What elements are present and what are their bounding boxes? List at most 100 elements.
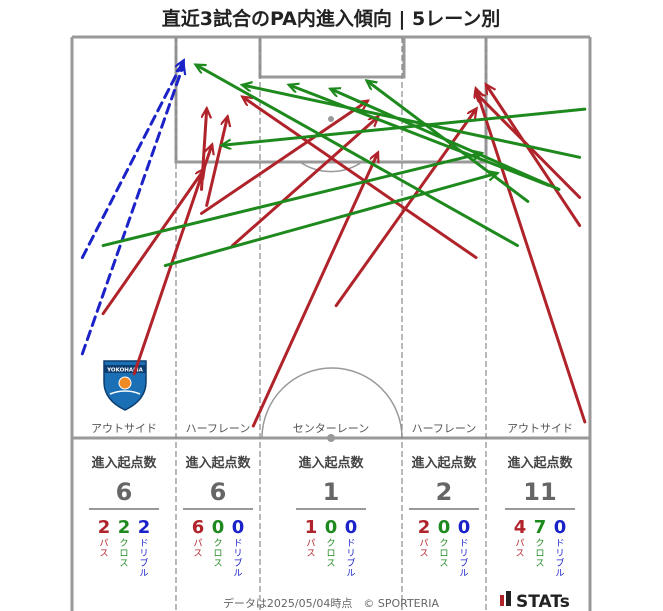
pass-arrow-6 [205,117,228,207]
stat-header-2: 進入起点数 [185,455,251,471]
stat-dribble-label-4-2: リ [459,549,468,559]
stat-dribble-label-4-4: ル [459,569,468,579]
lane-label-2: ハーフレーン [186,422,251,435]
stat-cross-label-1-3: ス [119,559,128,569]
stat-dribble-label-4-3: ブ [459,557,468,569]
stat-cross-label-5-2: ロ [535,549,544,559]
stat-total-2: 6 [210,478,227,506]
stat-dribble-label-1-1: ド [139,539,148,549]
stat-dribble-label-4-1: ド [459,539,468,549]
stat-dribble-label-1-2: リ [139,549,148,559]
stat-cross-label-2-3: ス [213,559,222,569]
pass-arrow-13 [486,85,582,227]
stat-pass-count-5: 4 [514,517,527,538]
stat-cross-label-4-2: ロ [439,549,448,559]
stat-header-4: 進入起点数 [411,455,477,471]
stat-dribble-label-5-2: リ [555,549,564,559]
stat-dribble-label-5-1: ド [555,539,564,549]
stat-header-3: 進入起点数 [298,455,364,471]
pass-arrow-10 [334,109,476,308]
brand-mark-dark [506,591,511,606]
stat-cross-count-3: 0 [325,517,338,538]
stat-dribble-label-3-1: ド [346,539,355,549]
stat-cross-label-3-1: ク [326,538,335,549]
crest-text: YOKOHAMA [106,368,143,374]
stat-dribble-label-2-3: ブ [233,557,242,569]
goal-area [258,35,406,79]
stat-dribble-label-2-2: リ [233,549,242,559]
stat-pass-label-5-2: ス [515,549,524,559]
stat-dribble-count-1: 2 [138,517,151,538]
stat-dribble-count-4: 0 [458,517,471,538]
stat-pass-label-2-1: パ [193,538,202,549]
cross-arrow-19 [243,85,582,159]
stat-dribble-label-3-2: リ [346,549,355,559]
stat-cross-label-3-3: ス [326,559,335,569]
stat-pass-count-4: 2 [418,517,431,538]
stat-dribble-label-3-4: ル [346,569,355,579]
cross-arrow-17 [196,65,519,248]
footer-note: データは2025/05/04時点 © SPORTERIA [223,596,440,610]
dribble-arrow-2 [80,65,183,356]
stat-pass-label-4-2: ス [419,549,428,559]
lane-label-1: アウトサイド [91,422,157,435]
pass-arrow-3 [132,145,212,376]
arrow-layer [80,61,587,428]
lane-dividers [175,37,487,611]
penalty-arc [299,161,363,173]
pass-arrow-7 [200,101,368,215]
pass-arrow-9 [251,153,377,428]
stat-total-4: 2 [436,478,453,506]
stat-dribble-label-3-3: ブ [346,557,355,569]
stat-dribble-count-3: 0 [345,517,358,538]
stat-cross-count-2: 0 [212,517,225,538]
stat-dribble-label-2-4: ル [233,569,242,579]
stat-pass-label-5-1: パ [515,538,524,549]
stat-cross-count-5: 7 [534,517,547,538]
brand-text: STATs [516,592,570,611]
center-spot [327,434,335,442]
stat-total-5: 11 [523,478,556,506]
stat-dribble-label-1-3: ブ [139,557,148,569]
stat-dribble-count-2: 0 [232,517,245,538]
stat-dribble-label-5-3: ブ [555,557,564,569]
lane-label-3: センターレーン [293,422,369,435]
lane-label-4: ハーフレーン [412,422,477,435]
stat-cross-count-4: 0 [438,517,451,538]
pass-arrow-5 [200,109,207,191]
stats-panel: 進入起点数62パス2クロス2ドリブル進入起点数66パス0クロス0ドリブル進入起点… [89,455,575,579]
stat-cross-label-5-3: ス [535,559,544,569]
team-crest: YOKOHAMA [103,360,147,411]
pass-arrow-8 [231,117,378,248]
penalty-spot [328,116,334,122]
stat-cross-label-2-1: ク [213,538,222,549]
stat-pass-label-2-2: ス [193,549,202,559]
crest-wave [109,390,141,395]
stat-header-1: 進入起点数 [91,455,157,471]
stat-cross-label-4-1: ク [439,538,448,549]
stat-dribble-label-2-1: ド [233,539,242,549]
brand-mark-red [500,595,504,606]
stat-pass-label-3-2: ス [306,549,315,559]
lane-label-5: アウトサイド [507,422,573,435]
stat-cross-label-4-3: ス [439,559,448,569]
stat-cross-label-1-1: ク [119,538,128,549]
stat-cross-label-3-2: ロ [326,549,335,559]
stat-pass-label-3-1: パ [306,538,315,549]
stat-pass-label-4-1: パ [419,538,428,549]
cross-arrow-15 [101,153,481,248]
stat-dribble-label-5-4: ル [555,569,564,579]
pass-arrow-11 [243,97,478,260]
cross-arrow-22 [367,81,530,203]
crest-band [104,365,146,373]
stat-total-3: 1 [323,478,340,506]
cross-arrow-16 [163,173,497,268]
pass-arrow-12 [476,89,587,424]
crest-ball [118,376,132,390]
stat-header-5: 進入起点数 [507,455,573,471]
cross-arrow-20 [290,85,551,187]
stat-total-1: 6 [116,478,133,506]
cross-arrow-18 [222,107,587,145]
stat-pass-count-1: 2 [98,517,111,538]
